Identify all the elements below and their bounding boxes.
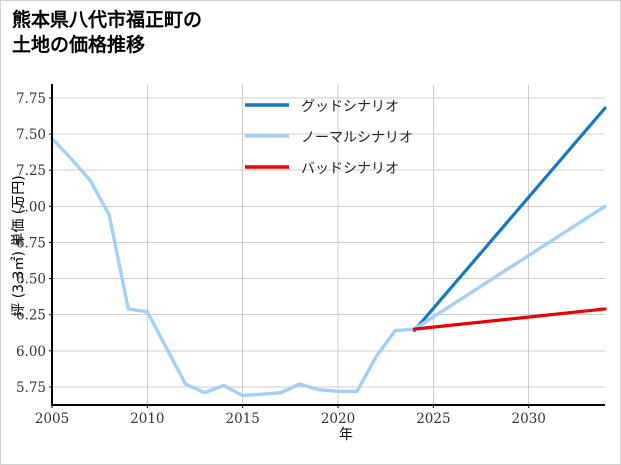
page-title: 熊本県八代市福正町の 土地の価格推移: [12, 9, 203, 57]
y-tick-label: 6.50: [16, 272, 46, 288]
y-tick-label: 7.25: [16, 163, 46, 179]
y-tick-label: 5.75: [16, 380, 46, 396]
x-tick-label: 2020: [321, 411, 355, 427]
y-tick-label: 7.75: [16, 91, 46, 107]
y-tick-label: 6.75: [16, 235, 46, 251]
x-tick-label: 2025: [416, 411, 450, 427]
y-axis-tick-labels: 5.75 6.00 6.25 6.50 6.75 7.00 7.25 7.50 7.75: [16, 91, 52, 396]
series-line-bad: [412, 307, 607, 331]
series-line-good: [412, 106, 607, 333]
y-tick-label: 6.00: [16, 344, 46, 360]
series-line-normal: [50, 136, 607, 398]
legend-label-0: グッドシナリオ: [301, 99, 399, 115]
y-axis-title: 坪 (3.3㎡) 単価 (万円): [11, 175, 27, 316]
x-tick-label: 2010: [130, 411, 164, 427]
series-lines: [50, 106, 607, 398]
y-tick-label: 6.25: [16, 308, 46, 324]
x-tick-label: 2030: [512, 411, 546, 427]
axis-spines: [50, 84, 605, 407]
legend-label-2: バッドシナリオ: [301, 161, 399, 177]
x-tick-label: 2005: [35, 411, 69, 427]
x-axis-title: 年: [339, 427, 353, 443]
y-tick-label: 7.00: [16, 199, 46, 215]
x-axis-tick-labels: 2005 2010 2015 2020 2025 2030: [35, 405, 546, 427]
y-tick-label: 7.50: [16, 127, 46, 143]
legend-label-1: ノーマルシナリオ: [301, 130, 413, 146]
x-tick-label: 2015: [226, 411, 260, 427]
